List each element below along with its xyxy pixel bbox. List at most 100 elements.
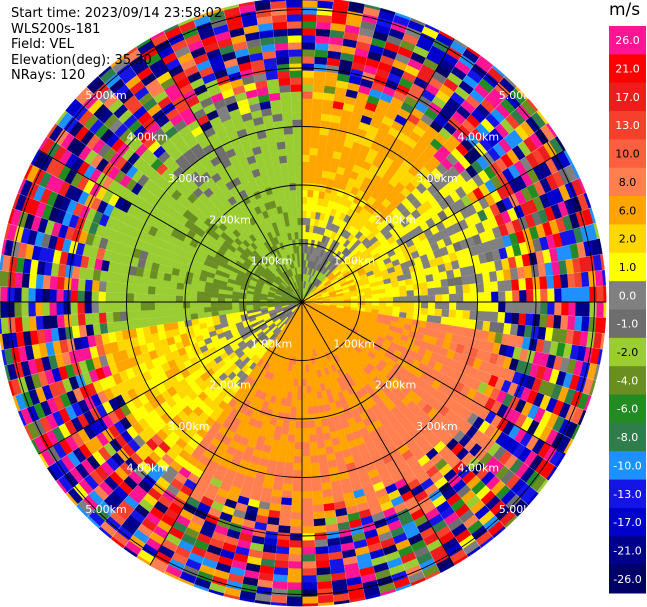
gate-cell xyxy=(301,140,311,148)
gate-cell xyxy=(301,168,309,177)
gate-cell xyxy=(77,278,86,291)
gate-cell xyxy=(275,461,286,470)
gate-cell xyxy=(301,35,316,43)
gate-cell xyxy=(295,427,303,436)
gate-cell xyxy=(398,312,407,319)
gate-cell xyxy=(568,287,576,302)
gate-cell xyxy=(140,285,149,295)
gate-cell xyxy=(162,315,171,325)
gate-cell xyxy=(483,311,492,322)
gate-cell xyxy=(313,405,320,414)
gate-cell xyxy=(316,440,326,449)
gate-cell xyxy=(308,168,316,177)
gate-cell xyxy=(596,301,605,318)
gate-cell xyxy=(13,302,22,318)
gate-cell xyxy=(302,505,314,513)
gate-cell xyxy=(182,307,191,315)
gate-cell xyxy=(470,301,478,312)
gate-cell xyxy=(63,302,71,315)
gate-cell xyxy=(320,418,329,427)
gate-cell xyxy=(112,311,121,323)
gate-cell xyxy=(170,321,179,330)
gate-cell xyxy=(277,447,287,456)
gate-cell xyxy=(364,294,373,299)
gate-cell xyxy=(35,302,43,317)
gate-cell xyxy=(203,291,212,298)
gate-cell xyxy=(301,189,308,198)
gate-cell xyxy=(70,302,78,315)
gate-cell xyxy=(77,302,85,314)
gate-cell xyxy=(413,295,422,302)
gate-cell xyxy=(518,278,527,291)
gate-cell xyxy=(288,420,296,429)
gate-cell xyxy=(231,298,240,303)
gate-cell xyxy=(56,302,64,316)
gate-cell xyxy=(280,497,292,506)
gate-cell xyxy=(35,274,44,289)
gate-cell xyxy=(302,491,313,499)
gate-cell xyxy=(301,119,312,127)
gate-cell xyxy=(21,316,30,332)
gate-cell xyxy=(301,28,316,36)
gate-cell xyxy=(315,553,330,562)
gate-cell xyxy=(290,406,297,415)
gate-cell xyxy=(289,413,297,422)
gate-cell xyxy=(463,301,471,311)
gate-cell xyxy=(302,589,318,598)
gate-cell xyxy=(296,406,303,415)
gate-cell xyxy=(577,178,587,194)
gate-cell xyxy=(498,301,506,313)
gate-cell xyxy=(425,274,434,283)
gate-cell xyxy=(42,315,51,330)
gate-cell xyxy=(575,301,584,317)
gate-cell xyxy=(406,301,415,308)
gate-cell xyxy=(484,301,492,312)
gate-cell xyxy=(310,462,320,471)
gate-cell xyxy=(438,30,454,41)
gate-cell xyxy=(288,554,303,562)
gate-cell xyxy=(126,310,135,321)
gate-cell xyxy=(91,302,99,314)
gate-cell xyxy=(112,302,120,313)
gate-cell xyxy=(419,314,428,322)
gate-cell xyxy=(175,295,184,303)
gate-cell xyxy=(84,302,92,314)
gate-cell xyxy=(490,281,499,292)
gate-cell xyxy=(304,357,309,366)
gate-cell xyxy=(317,0,334,9)
gate-cell xyxy=(301,217,307,226)
gate-cell xyxy=(567,315,576,331)
gate-cell xyxy=(197,285,206,292)
gate-cell xyxy=(504,279,513,292)
gate-cell xyxy=(84,290,92,303)
gate-cell xyxy=(308,175,316,184)
gate-cell xyxy=(301,112,312,120)
gate-cell xyxy=(301,392,308,401)
gate-cell xyxy=(546,275,555,289)
gate-cell xyxy=(315,560,331,569)
gate-cell xyxy=(183,283,192,291)
gate-cell xyxy=(483,281,492,293)
gate-cell xyxy=(287,575,303,584)
gate-cell xyxy=(292,477,303,485)
gate-cell xyxy=(63,277,72,291)
gate-cell xyxy=(498,291,506,302)
gate-cell xyxy=(385,301,394,307)
gate-cell xyxy=(385,306,394,312)
gate-cell xyxy=(301,98,313,106)
gate-cell xyxy=(169,281,178,290)
gate-cell xyxy=(392,291,401,298)
gate-cell xyxy=(312,497,324,506)
gate-cell xyxy=(311,391,318,400)
gate-cell xyxy=(603,301,607,318)
gate-cell xyxy=(315,426,324,435)
gate-cell xyxy=(525,277,534,290)
gate-cell xyxy=(317,0,334,2)
gate-cell xyxy=(301,378,307,387)
gate-cell xyxy=(309,434,317,443)
gate-cell xyxy=(301,20,317,29)
gate-cell xyxy=(161,309,170,317)
gate-cell xyxy=(168,288,177,296)
gate-cell xyxy=(425,321,434,330)
gate-cell xyxy=(554,288,562,302)
